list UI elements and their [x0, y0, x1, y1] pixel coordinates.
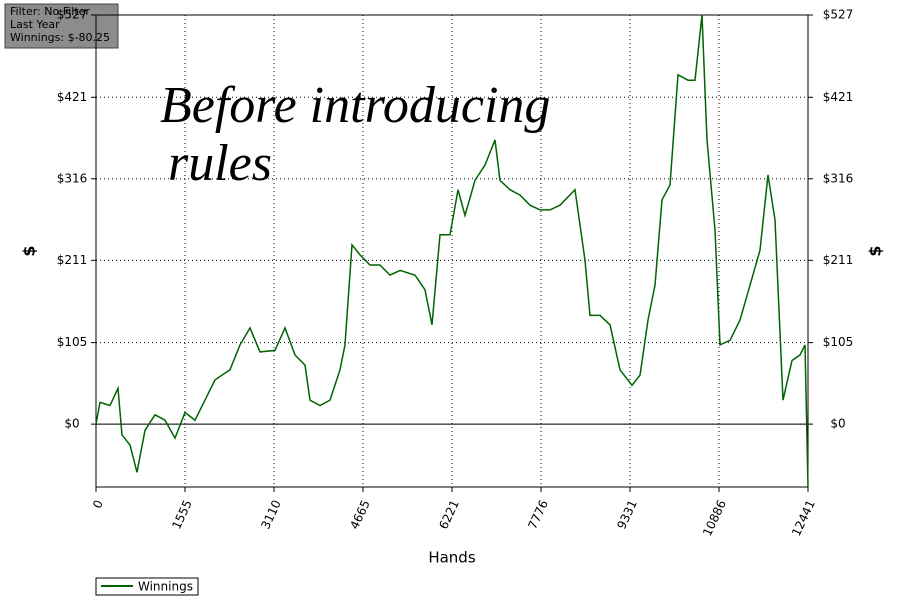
y-axis-label: $	[20, 245, 39, 256]
info-line: Filter: No Filter	[10, 5, 90, 18]
y-tick-label-right: $316	[823, 171, 854, 185]
y-tick-label-right: $211	[823, 253, 854, 267]
y-tick-label: $316	[57, 171, 88, 185]
x-tick-label: 7776	[525, 498, 551, 532]
plot-frame	[95, 14, 809, 488]
info-line: Last Year	[10, 18, 60, 31]
info-line: Winnings: $-80.25	[10, 31, 110, 44]
y-tick-label: $421	[57, 90, 88, 104]
annotation: Before introducing	[160, 77, 550, 134]
y-tick-label-right: $0	[830, 417, 845, 431]
y-tick-label-right: $105	[823, 335, 854, 349]
legend-label: Winnings	[138, 580, 193, 594]
info-box-bg	[4, 3, 119, 49]
legend-box	[95, 577, 199, 596]
y-tick-label: $105	[57, 335, 88, 349]
x-axis-label: Hands	[428, 549, 475, 567]
y-tick-label: $527	[57, 8, 88, 22]
x-tick-label: 4665	[347, 498, 373, 532]
info-box: Filter: No Filter Last Year Winnings: $-…	[4, 3, 119, 49]
x-tick-label: 1555	[169, 498, 195, 532]
x-tick-label: 0	[90, 498, 106, 511]
y-tick-label: $211	[57, 253, 88, 267]
legend: Winnings	[95, 577, 199, 596]
x-tick-label: 10886	[700, 498, 729, 539]
annotation: rules	[168, 135, 272, 192]
x-tick-label: 3110	[258, 498, 284, 532]
y-axis-label-right: $	[866, 245, 885, 256]
x-tick-label: 6221	[436, 498, 462, 532]
x-tick-label: 9331	[614, 498, 640, 532]
y-tick-label: $0	[64, 417, 79, 431]
y-tick-label-right: $527	[823, 8, 854, 22]
y-tick-label-right: $421	[823, 90, 854, 104]
x-tick-label: 12441	[789, 498, 818, 539]
series-line	[95, 14, 809, 487]
